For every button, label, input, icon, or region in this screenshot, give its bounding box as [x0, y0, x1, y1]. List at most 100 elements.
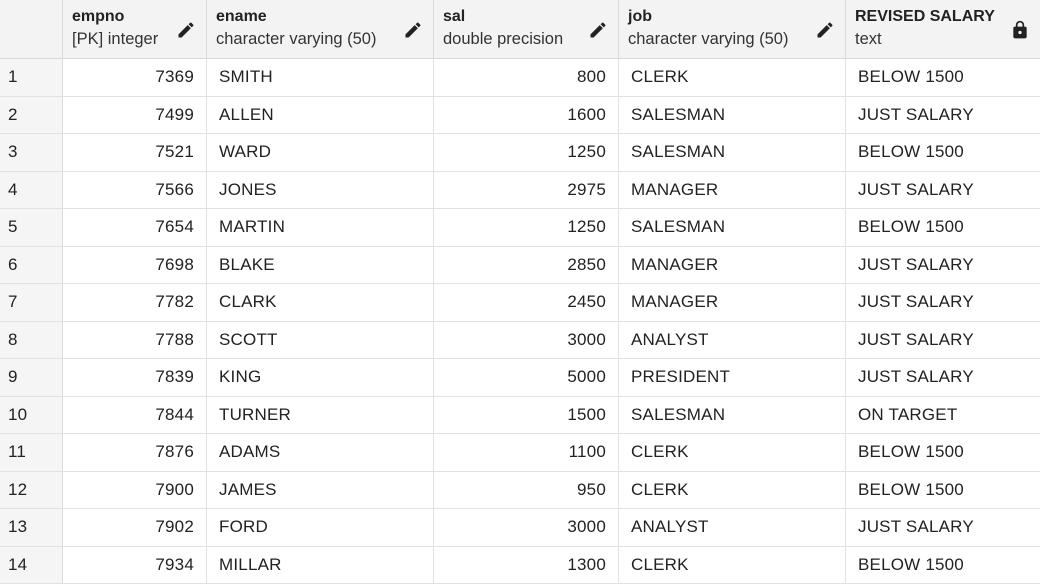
cell-sal[interactable]: 1100	[434, 434, 619, 471]
cell-sal[interactable]: 2975	[434, 171, 619, 208]
cell-revised-salary[interactable]: BELOW 1500	[858, 217, 964, 236]
pencil-icon[interactable]	[588, 20, 608, 40]
row-number[interactable]: 14	[0, 546, 63, 583]
cell-job[interactable]: MANAGER	[619, 171, 846, 208]
row-number[interactable]: 6	[0, 246, 63, 283]
row-number[interactable]: 3	[0, 134, 63, 171]
cell-empno[interactable]: 7902	[63, 509, 207, 546]
cell-sal[interactable]: 800	[434, 59, 619, 96]
table-row[interactable]: 1 7369 SMITH 800 CLERK BELOW 1500	[0, 59, 1040, 97]
cell-ename[interactable]: MARTIN	[207, 209, 434, 246]
cell-sal[interactable]: 1250	[434, 134, 619, 171]
cell-empno[interactable]: 7782	[63, 284, 207, 321]
cell-sal[interactable]: 3000	[434, 321, 619, 358]
pencil-icon[interactable]	[176, 20, 196, 40]
cell-revised-salary[interactable]: JUST SALARY	[858, 292, 974, 311]
table-row[interactable]: 9 7839 KING 5000 PRESIDENT JUST SALARY	[0, 359, 1040, 397]
cell-empno[interactable]: 7839	[63, 359, 207, 396]
cell-empno[interactable]: 7844	[63, 396, 207, 433]
cell-empno[interactable]: 7566	[63, 171, 207, 208]
table-row[interactable]: 3 7521 WARD 1250 SALESMAN BELOW 1500	[0, 134, 1040, 172]
cell-revised-salary[interactable]: BELOW 1500	[858, 67, 964, 86]
column-header-revised-salary[interactable]: REVISED SALARY text	[846, 0, 1040, 58]
cell-sal[interactable]: 3000	[434, 509, 619, 546]
cell-job[interactable]: ANALYST	[619, 321, 846, 358]
cell-job[interactable]: SALESMAN	[619, 209, 846, 246]
table-row[interactable]: 5 7654 MARTIN 1250 SALESMAN BELOW 1500	[0, 209, 1040, 247]
cell-ename[interactable]: ADAMS	[207, 434, 434, 471]
cell-job[interactable]: SALESMAN	[619, 96, 846, 133]
row-number[interactable]: 13	[0, 509, 63, 546]
row-number[interactable]: 10	[0, 396, 63, 433]
cell-empno[interactable]: 7698	[63, 246, 207, 283]
table-row[interactable]: 10 7844 TURNER 1500 SALESMAN ON TARGET	[0, 396, 1040, 434]
cell-job[interactable]: SALESMAN	[619, 134, 846, 171]
cell-sal[interactable]: 1600	[434, 96, 619, 133]
cell-ename[interactable]: KING	[207, 359, 434, 396]
cell-sal[interactable]: 2450	[434, 284, 619, 321]
cell-job[interactable]: CLERK	[619, 59, 846, 96]
table-row[interactable]: 8 7788 SCOTT 3000 ANALYST JUST SALARY	[0, 321, 1040, 359]
row-number[interactable]: 5	[0, 209, 63, 246]
cell-revised-salary[interactable]: BELOW 1500	[858, 554, 964, 574]
cell-job[interactable]: MANAGER	[619, 246, 846, 283]
cell-ename[interactable]: JAMES	[207, 471, 434, 508]
row-number[interactable]: 11	[0, 434, 63, 471]
table-row[interactable]: 13 7902 FORD 3000 ANALYST JUST SALARY	[0, 509, 1040, 547]
row-number[interactable]: 4	[0, 171, 63, 208]
cell-empno[interactable]: 7900	[63, 471, 207, 508]
cell-sal[interactable]: 1500	[434, 396, 619, 433]
cell-job[interactable]: PRESIDENT	[619, 359, 846, 396]
cell-ename[interactable]: CLARK	[207, 284, 434, 321]
pencil-icon[interactable]	[403, 20, 423, 40]
table-row[interactable]: 4 7566 JONES 2975 MANAGER JUST SALARY	[0, 171, 1040, 209]
cell-ename[interactable]: MILLAR	[207, 546, 434, 583]
cell-empno[interactable]: 7499	[63, 96, 207, 133]
column-header-job[interactable]: job character varying (50)	[619, 0, 846, 58]
cell-revised-salary[interactable]: JUST SALARY	[858, 367, 974, 386]
cell-revised-salary[interactable]: BELOW 1500	[858, 142, 964, 161]
cell-revised-salary[interactable]: ON TARGET	[858, 404, 958, 424]
cell-empno[interactable]: 7369	[63, 59, 207, 96]
column-header-ename[interactable]: ename character varying (50)	[207, 0, 434, 58]
cell-ename[interactable]: BLAKE	[207, 246, 434, 283]
cell-revised-salary[interactable]: JUST SALARY	[858, 104, 974, 124]
cell-revised-salary[interactable]: JUST SALARY	[858, 517, 974, 536]
column-header-sal[interactable]: sal double precision	[434, 0, 619, 58]
row-number[interactable]: 1	[0, 59, 63, 96]
cell-empno[interactable]: 7876	[63, 434, 207, 471]
table-row[interactable]: 7 7782 CLARK 2450 MANAGER JUST SALARY	[0, 284, 1040, 322]
row-number[interactable]: 7	[0, 284, 63, 321]
cell-ename[interactable]: SMITH	[207, 59, 434, 96]
cell-ename[interactable]: ALLEN	[207, 96, 434, 133]
row-number[interactable]: 2	[0, 96, 63, 133]
cell-revised-salary[interactable]: JUST SALARY	[858, 329, 974, 349]
table-row[interactable]: 2 7499 ALLEN 1600 SALESMAN JUST SALARY	[0, 96, 1040, 134]
cell-job[interactable]: MANAGER	[619, 284, 846, 321]
cell-revised-salary[interactable]: BELOW 1500	[858, 442, 964, 461]
cell-revised-salary[interactable]: JUST SALARY	[858, 254, 974, 274]
cell-ename[interactable]: WARD	[207, 134, 434, 171]
cell-sal[interactable]: 5000	[434, 359, 619, 396]
cell-job[interactable]: CLERK	[619, 471, 846, 508]
pencil-icon[interactable]	[815, 20, 835, 40]
row-number[interactable]: 12	[0, 471, 63, 508]
cell-revised-salary[interactable]: BELOW 1500	[858, 479, 964, 499]
cell-empno[interactable]: 7934	[63, 546, 207, 583]
cell-sal[interactable]: 1250	[434, 209, 619, 246]
row-number[interactable]: 9	[0, 359, 63, 396]
cell-job[interactable]: CLERK	[619, 434, 846, 471]
cell-ename[interactable]: FORD	[207, 509, 434, 546]
cell-empno[interactable]: 7654	[63, 209, 207, 246]
table-row[interactable]: 11 7876 ADAMS 1100 CLERK BELOW 1500	[0, 434, 1040, 472]
cell-ename[interactable]: JONES	[207, 171, 434, 208]
table-row[interactable]: 6 7698 BLAKE 2850 MANAGER JUST SALARY	[0, 246, 1040, 284]
cell-ename[interactable]: SCOTT	[207, 321, 434, 358]
cell-empno[interactable]: 7788	[63, 321, 207, 358]
cell-sal[interactable]: 1300	[434, 546, 619, 583]
column-header-empno[interactable]: empno [PK] integer	[63, 0, 207, 58]
cell-empno[interactable]: 7521	[63, 134, 207, 171]
table-row[interactable]: 14 7934 MILLAR 1300 CLERK BELOW 1500	[0, 546, 1040, 584]
cell-ename[interactable]: TURNER	[207, 396, 434, 433]
cell-job[interactable]: SALESMAN	[619, 396, 846, 433]
